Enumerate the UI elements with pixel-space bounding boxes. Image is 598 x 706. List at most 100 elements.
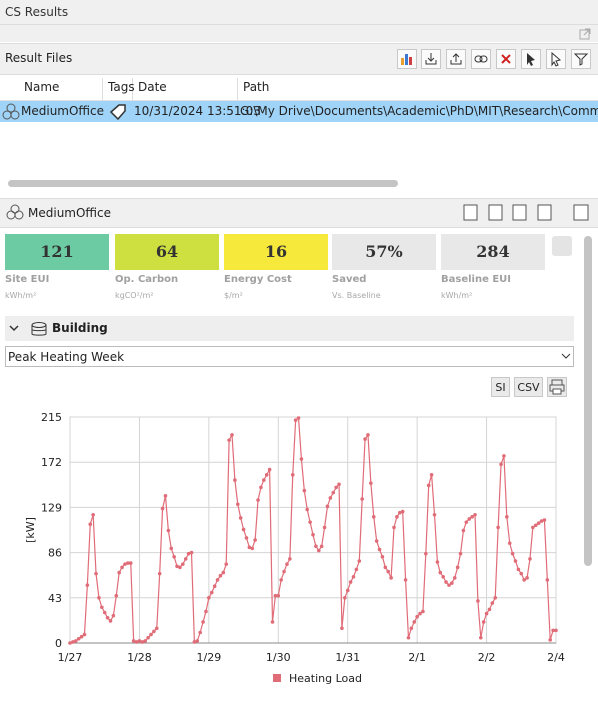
data-point [175, 564, 179, 569]
data-point [499, 462, 503, 467]
data-point [207, 596, 211, 600]
data-point [273, 593, 278, 598]
unit-button[interactable]: SI [491, 377, 510, 397]
x-tick-label: 1/29 [197, 651, 222, 664]
data-point [227, 438, 231, 442]
data-point [169, 546, 174, 551]
row-path: G:\My Drive\Documents\Academic\PhD\MIT\R… [240, 104, 598, 118]
plot-area [69, 416, 557, 644]
data-point [181, 562, 185, 566]
data-point [325, 504, 330, 509]
data-point [533, 523, 538, 528]
data-point [149, 632, 153, 637]
data-point [183, 557, 188, 561]
data-point [478, 635, 483, 640]
data-point [218, 573, 223, 578]
link-button[interactable] [471, 49, 491, 69]
data-point [256, 498, 260, 502]
files-title: Result Files [5, 51, 73, 65]
data-point [270, 620, 275, 624]
data-point [131, 639, 136, 643]
data-point [432, 512, 437, 517]
section-icons [9, 322, 47, 336]
data-point [143, 639, 148, 643]
data-point [403, 578, 408, 582]
column-header[interactable]: Name [24, 80, 60, 94]
popout-icon[interactable] [578, 27, 592, 41]
chart: 0 43 86 129 172 215 1/27 1/28 1/29 1/30 1/31 2/1 2/2… [24, 411, 565, 685]
result-row[interactable]: MediumOffice 10/31/2024 13:51:03 G:\My D… [0, 101, 598, 122]
data-point [366, 433, 370, 437]
data-point [230, 433, 234, 437]
column-header[interactable]: Date [138, 80, 167, 94]
kpi-unit: kWh/m² [5, 291, 37, 300]
data-point [247, 545, 252, 550]
data-point [363, 437, 367, 441]
y-axis-label: [kW] [24, 517, 37, 543]
data-point [94, 571, 98, 576]
data-point [444, 580, 448, 584]
data-point [233, 478, 237, 482]
data-point [331, 490, 336, 495]
csv-button[interactable]: CSV [514, 377, 543, 397]
title-bar [0, 0, 598, 25]
data-point [522, 578, 526, 582]
data-point [531, 525, 535, 530]
download-button[interactable] [421, 49, 441, 69]
kpi-label: Baseline EUI [441, 274, 512, 285]
data-point [510, 551, 515, 556]
chart-button[interactable] [397, 49, 417, 69]
pointer-button[interactable] [546, 49, 566, 69]
data-point [259, 485, 263, 490]
data-point [198, 630, 202, 635]
data-point [337, 482, 341, 487]
data-point [154, 626, 159, 631]
upload-button[interactable] [446, 49, 466, 69]
data-point [473, 512, 477, 517]
data-point [88, 522, 93, 527]
h-scrollbar[interactable] [8, 180, 398, 187]
export-icons[interactable] [462, 204, 592, 222]
data-point [447, 583, 451, 587]
data-point [400, 509, 405, 514]
data-point [253, 538, 257, 542]
select-button[interactable] [521, 49, 541, 69]
column-header[interactable]: Path [243, 80, 270, 94]
data-point [157, 571, 162, 576]
data-point [215, 578, 220, 582]
data-point [481, 620, 486, 624]
data-point [100, 605, 104, 610]
data-point [371, 515, 376, 519]
data-point [201, 620, 205, 624]
data-point [82, 632, 87, 637]
x-tick-label: 1/30 [266, 651, 291, 664]
kpi-value: 16 [224, 234, 328, 270]
data-point [212, 584, 217, 589]
data-point [111, 613, 116, 618]
data-point [244, 536, 249, 540]
data-point [117, 570, 121, 575]
section-header[interactable] [5, 316, 574, 341]
kpi-settings[interactable] [552, 236, 572, 256]
data-point [276, 593, 281, 598]
data-point [204, 609, 208, 614]
data-point [262, 478, 266, 482]
data-point [76, 636, 81, 641]
delete-button[interactable] [496, 49, 516, 69]
v-scrollbar[interactable] [584, 236, 592, 566]
dropdown[interactable] [5, 346, 574, 367]
filter-button[interactable] [571, 49, 591, 69]
row-name: MediumOffice [21, 104, 105, 118]
print-button[interactable] [547, 377, 567, 397]
data-point [293, 418, 298, 422]
data-point [551, 628, 555, 633]
column-header[interactable]: Tags [108, 80, 135, 94]
data-point [545, 578, 550, 582]
data-point [102, 610, 107, 615]
data-point [241, 527, 246, 532]
data-point [418, 611, 422, 616]
y-tick-label: 43 [48, 592, 62, 605]
data-point [484, 611, 489, 616]
data-point [461, 528, 466, 533]
